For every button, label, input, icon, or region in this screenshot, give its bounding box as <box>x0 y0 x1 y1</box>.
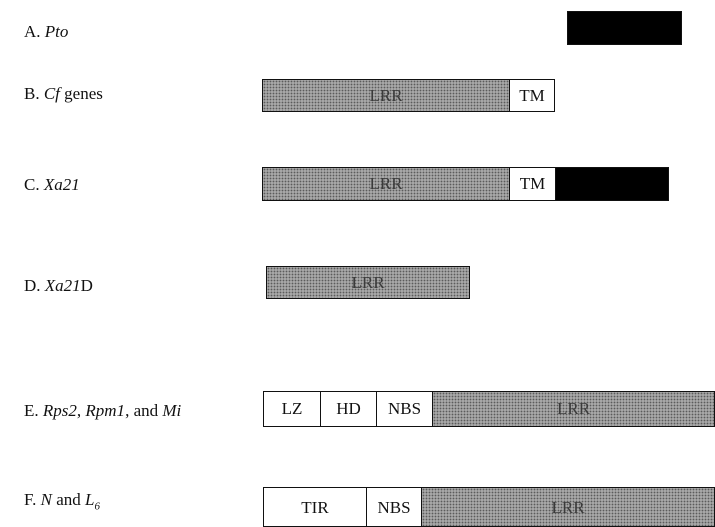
xa21-lrr-label: LRR <box>369 174 403 193</box>
rps2-lz-domain: LZ <box>263 391 321 427</box>
row-a-gene: Pto <box>44 22 69 41</box>
row-d-letter: D. <box>24 276 41 295</box>
cf-tm-domain: TM <box>509 79 555 112</box>
row-e-gene3: Mi <box>162 401 182 420</box>
xa21-kinase-domain <box>555 167 669 201</box>
rps2-hd-label: HD <box>336 399 361 418</box>
xa21-tm-domain: TM <box>509 167 556 201</box>
rps2-lrr-domain: LRR <box>432 391 715 427</box>
row-e-sep2: , and <box>125 401 163 420</box>
rps2-lz-label: LZ <box>281 399 303 418</box>
rps2-nbs-domain: NBS <box>376 391 433 427</box>
n-nbs-label: NBS <box>377 498 411 517</box>
cf-lrr-label: LRR <box>369 85 403 105</box>
row-d-gene: Xa21 <box>44 276 81 295</box>
n-lrr-label: LRR <box>551 498 585 517</box>
row-d-suffix: D <box>80 276 93 295</box>
row-c-gene: Xa21 <box>43 175 80 194</box>
n-lrr-domain: LRR <box>421 487 715 527</box>
rps2-lrr-label: LRR <box>556 399 591 418</box>
row-e-label: E. Rps2, Rpm1, and Mi <box>24 401 181 421</box>
n-nbs-domain: NBS <box>366 487 422 527</box>
row-b-letter: B. <box>24 84 40 103</box>
rps2-nbs-label: NBS <box>387 399 422 418</box>
row-a-letter: A. <box>24 22 41 41</box>
xa21-tm-label: TM <box>519 174 546 193</box>
row-e-gene1: Rps2 <box>42 401 77 420</box>
cf-lrr-domain: LRR <box>262 79 510 112</box>
row-f-gene2-subscript: 6 <box>94 500 100 513</box>
row-b-label: B. Cf genes <box>24 84 103 104</box>
xa21-lrr-domain: LRR <box>262 167 510 201</box>
row-e-gene2: Rpm1 <box>85 401 126 420</box>
row-b-gene: Cf <box>43 84 60 103</box>
pto-kinase-domain <box>567 11 682 45</box>
row-f-label: F. N and L6 <box>24 490 100 512</box>
row-e-letter: E. <box>24 401 39 420</box>
rps2-hd-domain: HD <box>320 391 377 427</box>
row-f-sep1: and <box>51 490 85 509</box>
row-e-sep1: , <box>76 401 86 420</box>
row-d-label: D. Xa21D <box>24 276 93 296</box>
row-b-suffix: genes <box>59 84 103 103</box>
row-c-label: C. Xa21 <box>24 175 80 195</box>
row-f-gene2: L <box>84 490 95 509</box>
xa21d-lrr-label: LRR <box>351 272 385 292</box>
row-c-letter: C. <box>24 175 40 194</box>
n-tir-label: TIR <box>301 498 329 517</box>
row-f-letter: F. <box>24 490 37 509</box>
n-tir-domain: TIR <box>263 487 367 527</box>
row-a-label: A. Pto <box>24 22 68 42</box>
xa21d-lrr-domain: LRR <box>266 266 470 299</box>
cf-tm-label: TM <box>519 85 545 105</box>
row-f-gene1: N <box>40 490 52 509</box>
